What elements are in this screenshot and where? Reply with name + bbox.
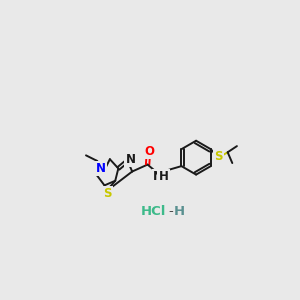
Text: HCl: HCl (141, 205, 167, 218)
Text: H: H (174, 205, 185, 218)
Text: N: N (96, 162, 106, 175)
Text: S: S (103, 187, 112, 200)
Text: -: - (168, 205, 173, 218)
Text: N: N (126, 153, 136, 166)
Text: O: O (144, 145, 154, 158)
Text: S: S (214, 150, 223, 164)
Text: N: N (153, 170, 164, 183)
Text: H: H (159, 170, 169, 183)
